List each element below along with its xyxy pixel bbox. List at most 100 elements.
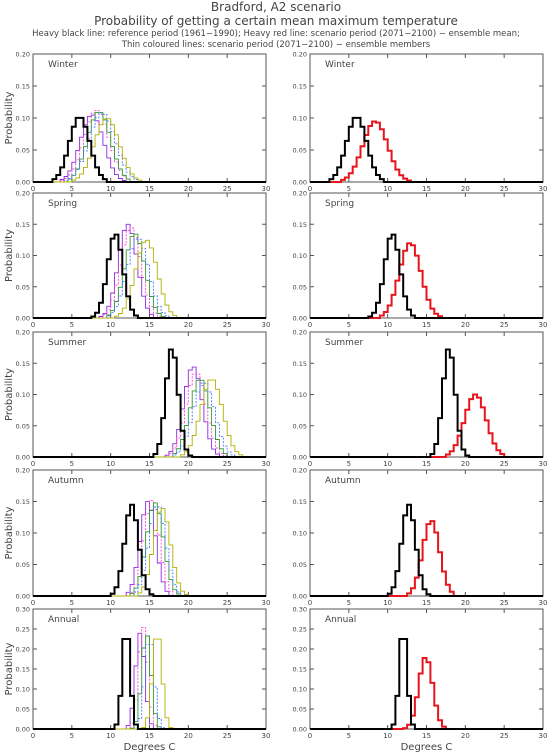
member-series-line xyxy=(33,223,266,319)
x-tick-label: 25 xyxy=(500,321,509,329)
y-tick-label: 0.05 xyxy=(16,283,30,291)
chart-panel-winter-members: 0 5 10 15 20 25 30 0.00 0.05 0.10 0.15 0.20 Winter Pr… xyxy=(4,51,270,194)
x-tick-label: 15 xyxy=(422,460,431,468)
reference-line xyxy=(310,638,543,730)
y-tick-label: 0.05 xyxy=(16,147,30,155)
chart-panel-autumn-mean: 0 5 10 15 20 25 30 0.00 0.05 0.10 0.15 0.20 Autumn xyxy=(293,467,548,608)
reference-line xyxy=(33,116,266,183)
ensemble-mean-line xyxy=(310,520,543,597)
x-tick-label: 5 xyxy=(70,185,74,193)
y-tick-label: 0.00 xyxy=(293,179,307,187)
x-tick-label: 5 xyxy=(347,321,351,329)
y-tick-label: 0.05 xyxy=(16,561,30,569)
y-tick-label: 0.10 xyxy=(16,530,30,538)
x-tick-label: 15 xyxy=(422,732,431,740)
y-tick-label: 0.15 xyxy=(293,221,307,229)
x-tick-label: 20 xyxy=(461,321,470,329)
chart-panel-spring-mean: 0 5 10 15 20 25 30 0.00 0.05 0.10 0.15 0.20 Spring xyxy=(293,190,548,330)
y-axis-label: Probability xyxy=(4,642,15,695)
season-label: Annual xyxy=(48,615,79,625)
plot-frame xyxy=(309,53,544,183)
y-tick-label: 0.00 xyxy=(16,454,30,462)
y-tick-label: 0.10 xyxy=(293,530,307,538)
reference-line xyxy=(33,638,266,730)
x-tick-label: 30 xyxy=(262,321,271,329)
legend-line-2: Thin coloured lines: scenario period (20… xyxy=(121,40,431,50)
x-tick-label: 30 xyxy=(539,185,548,193)
x-tick-label: 20 xyxy=(184,321,193,329)
chart-panel-annual-mean: 0 5 10 15 20 25 30 0.00 0.05 0.10 0.15 0.20 0.25 0.30… xyxy=(293,606,548,754)
x-tick-label: 5 xyxy=(347,460,351,468)
x-tick-label: 25 xyxy=(500,185,509,193)
x-tick-label: 5 xyxy=(70,732,74,740)
x-tick-label: 25 xyxy=(223,732,232,740)
reference-line xyxy=(310,233,543,319)
x-tick-label: 10 xyxy=(383,185,392,193)
season-label: Winter xyxy=(48,60,78,70)
x-tick-label: 15 xyxy=(422,185,431,193)
y-tick-label: 0.20 xyxy=(293,467,307,475)
x-tick-label: 15 xyxy=(145,599,154,607)
y-tick-label: 0.20 xyxy=(293,329,307,337)
x-tick-label: 20 xyxy=(461,460,470,468)
x-tick-label: 0 xyxy=(308,599,312,607)
x-tick-label: 10 xyxy=(106,321,115,329)
reference-line xyxy=(33,348,266,458)
y-tick-label: 0.05 xyxy=(293,561,307,569)
y-tick-label: 0.05 xyxy=(16,706,30,714)
y-tick-label: 0.15 xyxy=(293,498,307,506)
x-tick-label: 10 xyxy=(106,460,115,468)
season-label: Spring xyxy=(325,199,354,209)
x-tick-label: 25 xyxy=(223,185,232,193)
y-tick-label: 0.25 xyxy=(16,626,30,634)
legend-line-1: Heavy black line: reference period (1961… xyxy=(32,29,520,39)
x-tick-label: 0 xyxy=(31,732,35,740)
x-tick-label: 10 xyxy=(106,185,115,193)
y-tick-label: 0.20 xyxy=(16,646,30,654)
x-tick-label: 0 xyxy=(31,185,35,193)
x-tick-label: 20 xyxy=(184,460,193,468)
x-tick-label: 30 xyxy=(539,732,548,740)
x-tick-label: 25 xyxy=(223,599,232,607)
x-tick-label: 0 xyxy=(308,460,312,468)
y-tick-label: 0.10 xyxy=(16,252,30,260)
y-tick-label: 0.00 xyxy=(16,593,30,601)
chart-panel-summer-members: 0 5 10 15 20 25 30 0.00 0.05 0.10 0.15 0.20 Summer Pr… xyxy=(4,329,270,469)
x-axis-label: Degrees C xyxy=(124,742,176,753)
y-tick-label: 0.15 xyxy=(16,360,30,368)
x-tick-label: 20 xyxy=(184,732,193,740)
x-tick-label: 25 xyxy=(223,460,232,468)
y-tick-label: 0.15 xyxy=(16,83,30,91)
x-tick-label: 0 xyxy=(31,460,35,468)
figure-subtitle: Probability of getting a certain mean ma… xyxy=(94,14,458,28)
y-tick-label: 0.15 xyxy=(293,666,307,674)
x-tick-label: 20 xyxy=(461,185,470,193)
ensemble-mean-line xyxy=(310,242,543,319)
season-label: Summer xyxy=(48,338,86,348)
x-tick-label: 15 xyxy=(422,321,431,329)
reference-line xyxy=(33,503,266,597)
y-tick-label: 0.05 xyxy=(16,422,30,430)
x-tick-label: 15 xyxy=(422,599,431,607)
x-tick-label: 20 xyxy=(461,599,470,607)
panels: 0 5 10 15 20 25 30 0.00 0.05 0.10 0.15 0.20 Winter Pr… xyxy=(4,51,547,754)
x-tick-label: 5 xyxy=(347,732,351,740)
y-tick-label: 0.20 xyxy=(293,646,307,654)
x-tick-label: 0 xyxy=(308,185,312,193)
y-tick-label: 0.05 xyxy=(293,283,307,291)
x-axis-label: Degrees C xyxy=(401,742,453,753)
season-label: Summer xyxy=(325,338,363,348)
chart-panel-summer-mean: 0 5 10 15 20 25 30 0.00 0.05 0.10 0.15 0.20 Summer xyxy=(293,329,548,469)
y-tick-label: 0.00 xyxy=(16,179,30,187)
x-tick-label: 10 xyxy=(106,599,115,607)
figure-title: Bradford, A2 scenario xyxy=(211,0,341,14)
x-tick-label: 5 xyxy=(347,185,351,193)
y-tick-label: 0.00 xyxy=(293,315,307,323)
y-tick-label: 0.05 xyxy=(293,422,307,430)
reference-line xyxy=(33,233,266,319)
y-tick-label: 0.30 xyxy=(293,606,307,614)
chart-panel-winter-mean: 0 5 10 15 20 25 30 0.00 0.05 0.10 0.15 0.20 Winter xyxy=(293,51,548,194)
season-label: Spring xyxy=(48,199,77,209)
chart-panel-autumn-members: 0 5 10 15 20 25 30 0.00 0.05 0.10 0.15 0.20 Autumn Pr… xyxy=(4,467,270,608)
